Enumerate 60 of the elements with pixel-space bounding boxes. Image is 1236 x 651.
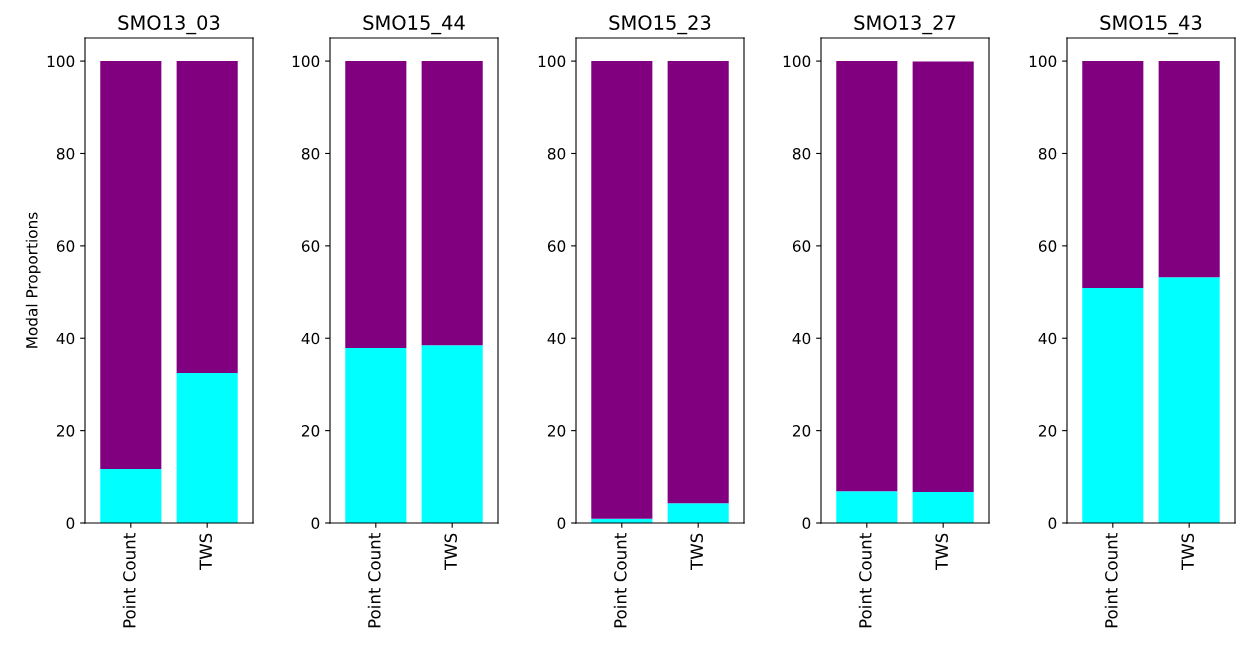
y-tick-label: 20	[56, 425, 75, 437]
y-tick-label: 60	[301, 240, 320, 252]
x-tick-label: Point Count	[367, 533, 381, 628]
x-tick-label: TWS	[444, 533, 458, 571]
x-tick-label: Point Count	[122, 533, 136, 628]
y-tick-label: 100	[292, 55, 320, 68]
y-tick-label: 60	[56, 240, 75, 252]
y-tick-label: 80	[1038, 147, 1057, 160]
y-tick-label: 80	[792, 147, 811, 160]
y-tick-label: 40	[301, 332, 320, 345]
y-tick-label: 60	[547, 240, 566, 252]
y-tick-label: 20	[547, 425, 566, 437]
y-tick-label: 0	[66, 517, 75, 530]
bar	[1158, 61, 1220, 278]
bar	[1082, 287, 1144, 523]
chart-title: SMO13_03	[118, 15, 220, 35]
y-tick-label: 40	[547, 332, 566, 345]
x-tick-label: Point Count	[1104, 533, 1118, 628]
bar	[176, 372, 238, 523]
y-tick-label: 80	[56, 147, 75, 160]
y-tick-label: 40	[56, 332, 75, 345]
bar	[345, 347, 407, 523]
y-tick-label: 0	[311, 517, 320, 530]
bar	[836, 491, 898, 523]
y-tick-label: 80	[547, 147, 566, 160]
x-tick-label: TWS	[935, 533, 949, 571]
y-axis-title: Modal Proportions	[25, 212, 41, 348]
chart-title: SMO15_44	[363, 15, 465, 35]
chart-title: SMO15_43	[1100, 15, 1202, 35]
bar	[100, 468, 162, 523]
y-tick-label: 20	[792, 425, 811, 437]
bar	[667, 503, 729, 523]
bar	[176, 61, 238, 373]
y-tick-label: 0	[557, 517, 566, 530]
y-tick-label: 80	[301, 147, 320, 160]
y-tick-label: 0	[1048, 517, 1057, 530]
chart-title: SMO13_27	[854, 15, 956, 35]
x-tick-label: Point Count	[858, 533, 872, 628]
y-tick-label: 100	[47, 55, 75, 68]
y-tick-label: 20	[1038, 425, 1057, 437]
x-tick-label: TWS	[1181, 533, 1195, 571]
y-tick-label: 40	[792, 332, 811, 345]
y-tick-label: 100	[538, 55, 566, 68]
x-tick-label: TWS	[690, 533, 704, 571]
y-tick-label: 40	[1038, 332, 1057, 345]
y-tick-label: 100	[783, 55, 811, 68]
bar	[1158, 277, 1220, 523]
bar	[421, 345, 483, 523]
chart-title: SMO15_23	[609, 15, 711, 35]
bar	[421, 61, 483, 346]
y-tick-label: 100	[1029, 55, 1057, 68]
y-tick-label: 20	[301, 425, 320, 437]
bar	[345, 61, 407, 348]
x-tick-label: TWS	[199, 533, 213, 571]
y-tick-label: 0	[802, 517, 811, 530]
bar	[912, 492, 974, 523]
y-tick-label: 60	[1038, 240, 1057, 252]
y-tick-label: 60	[792, 240, 811, 252]
bar	[1082, 61, 1144, 288]
x-tick-label: Point Count	[613, 533, 627, 628]
